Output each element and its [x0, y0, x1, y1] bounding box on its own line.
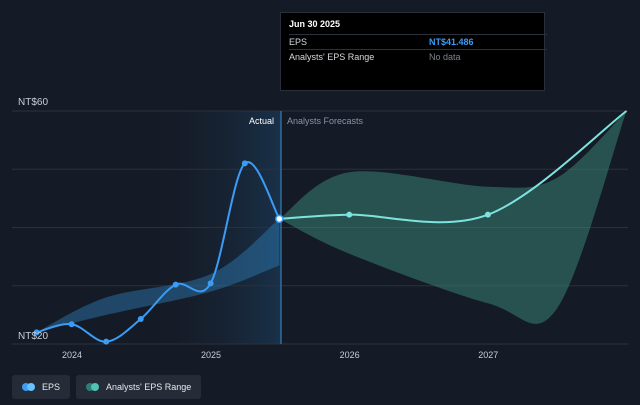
legend-label-range: Analysts' EPS Range [106, 382, 192, 392]
x-tick-label: 2024 [62, 350, 82, 360]
legend-item-range[interactable]: Analysts' EPS Range [76, 375, 202, 399]
tooltip-date: Jun 30 2025 [289, 19, 341, 29]
x-tick-label: 2026 [340, 350, 360, 360]
tooltip-range-value: No data [429, 52, 461, 62]
x-tick-label: 2025 [201, 350, 221, 360]
forecast-section-label: Analysts Forecasts [287, 116, 364, 126]
eps-forecast-point[interactable] [346, 211, 353, 218]
eps-point[interactable] [207, 280, 214, 287]
eps-point[interactable] [33, 329, 40, 336]
tooltip-eps-label: EPS [289, 37, 308, 47]
eps-point[interactable] [172, 281, 179, 288]
y-axis-top-label: NT$60 [18, 97, 48, 108]
legend: EPS Analysts' EPS Range [12, 375, 202, 399]
tooltip-row-range: Analysts' EPS Range No data [289, 49, 547, 64]
eps-range-area [279, 111, 627, 324]
eps-point[interactable] [68, 321, 75, 328]
eps-point[interactable] [241, 160, 248, 167]
eps-point[interactable] [137, 315, 144, 322]
legend-item-eps[interactable]: EPS [12, 375, 71, 399]
eps-point[interactable] [103, 338, 110, 345]
x-tick-label: 2027 [478, 350, 498, 360]
eps-point[interactable] [275, 214, 284, 224]
tooltip: Jun 30 2025 EPS NT$41.486 Analysts' EPS … [280, 12, 547, 91]
eps-range-area [36, 218, 280, 333]
range-legend-icon [86, 383, 100, 391]
actual-section-label: Actual [249, 116, 274, 126]
eps-forecast-point[interactable] [484, 211, 491, 218]
tooltip-range-label: Analysts' EPS Range [289, 52, 375, 62]
tooltip-row-eps: EPS NT$41.486 [289, 34, 547, 49]
eps-forecast-line [279, 110, 628, 224]
y-axis-bottom-label: NT$20 [18, 331, 48, 342]
eps-legend-icon [22, 383, 36, 391]
legend-label-eps: EPS [42, 382, 61, 392]
tooltip-eps-value: NT$41.486 [429, 37, 474, 47]
